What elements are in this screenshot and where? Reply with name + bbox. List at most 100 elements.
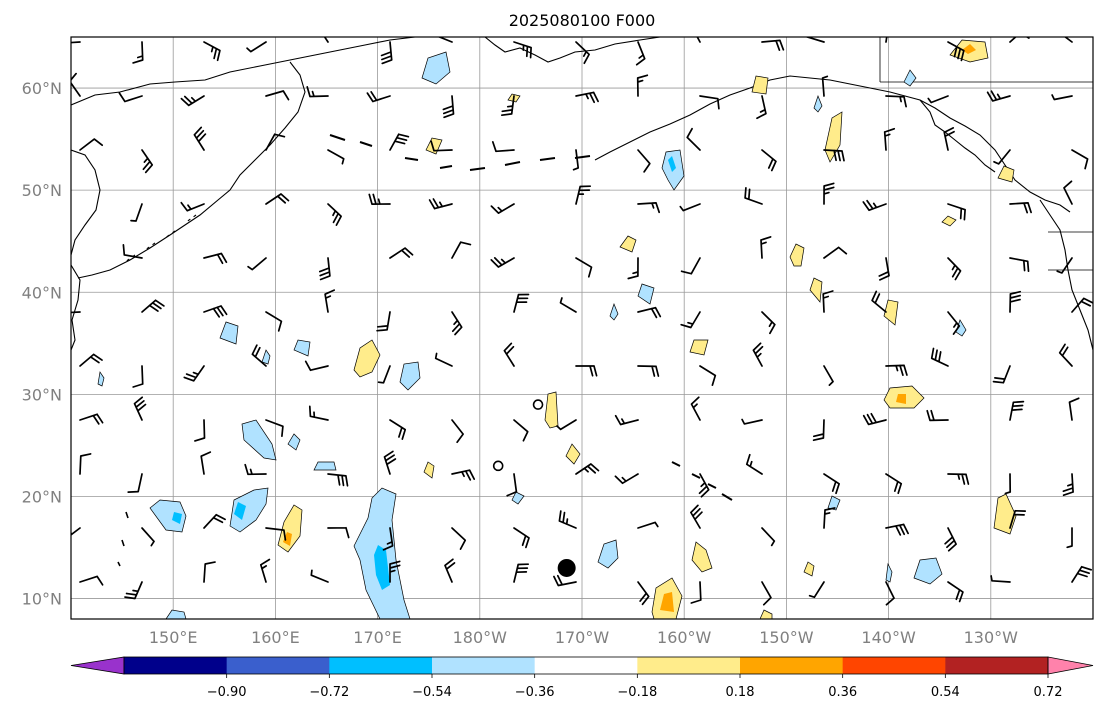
border-alaska-canada: [879, 37, 1093, 83]
wind-barb: [437, 37, 453, 43]
colorbar-tick-label: 0.36: [828, 685, 857, 700]
latitude-label: 60°N: [22, 79, 62, 98]
negative-anomaly: [597, 539, 619, 569]
latitude-label: 10°N: [22, 590, 62, 609]
wind-barb: [133, 396, 147, 421]
wind-barb: [947, 203, 966, 221]
positive-anomaly: [896, 394, 906, 404]
wind-barb: [382, 527, 394, 551]
negative-anomaly: [313, 461, 337, 471]
wind-barb: [1062, 473, 1074, 497]
negative-anomaly: [234, 502, 246, 520]
wind-barb: [637, 149, 651, 173]
wind-barb: [761, 311, 776, 335]
wind-barb: [203, 513, 226, 529]
colorbar-segment: [534, 657, 638, 674]
wind-barb: [79, 353, 103, 367]
negative-anomaly: [637, 283, 655, 305]
wind-barb: [79, 453, 92, 475]
wind-barb: [490, 203, 515, 214]
wind-barb: [324, 289, 336, 313]
wind-barb: [265, 527, 287, 541]
wind-barb: [71, 527, 81, 536]
coastlines: [71, 37, 1093, 567]
wind-barb: [553, 574, 577, 587]
latitude-label: 50°N: [22, 181, 62, 200]
wind-barb: [451, 419, 464, 444]
wind-barb: [327, 473, 349, 487]
negative-anomaly: [261, 349, 271, 365]
wind-barb: [377, 365, 391, 384]
wind-barb: [636, 74, 649, 97]
wind-barb: [744, 187, 763, 205]
positive-anomaly: [691, 541, 713, 573]
wind-barb: [71, 311, 81, 314]
wind-barb: [862, 412, 887, 426]
negative-anomaly: [827, 495, 841, 511]
wind-barb: [699, 365, 717, 386]
border-us-canada: [1048, 231, 1093, 271]
wind-barb: [265, 133, 286, 151]
wind-barb: [308, 405, 329, 421]
colorbar-segment: [637, 657, 741, 674]
positive-anomaly: [883, 299, 899, 326]
positive-anomaly: [789, 243, 805, 267]
wind-barb: [885, 95, 907, 108]
coastline-kamchatka: [77, 61, 306, 279]
wind-barb: [680, 257, 701, 275]
positive-anomaly: [423, 461, 435, 479]
negative-anomaly: [885, 562, 893, 583]
wind-barb: [265, 193, 290, 205]
wind-barb: [203, 305, 228, 318]
wind-barb: [990, 575, 1011, 583]
wind-barb: [118, 92, 143, 103]
wind-barb: [203, 41, 221, 62]
wind-barb: [244, 463, 267, 476]
wind-barb: [930, 347, 949, 367]
wind-barb: [947, 257, 962, 281]
longitude-label: 160°W: [657, 628, 712, 647]
wind-barb: [513, 527, 530, 549]
wind-barb: [79, 575, 104, 586]
wind-barb: [1051, 94, 1073, 101]
wind-barb: [637, 365, 660, 377]
positive-anomaly: [759, 609, 773, 619]
wind-barb: [993, 149, 1011, 165]
wind-barb: [132, 365, 144, 388]
wind-barb: [141, 527, 155, 547]
wind-barb: [575, 91, 599, 104]
colorbar-extend-low: [70, 656, 125, 675]
wind-barb: [491, 141, 515, 153]
wind-barb: [366, 91, 391, 103]
wind-barb: [124, 581, 143, 600]
wind-barb: [1004, 473, 1012, 495]
wind-barb: [327, 149, 345, 165]
wind-barb: [752, 342, 764, 367]
wind-barb: [434, 352, 453, 367]
wind-barb: [637, 306, 662, 319]
wind-barb: [444, 558, 456, 583]
colorbar-segment: [842, 657, 946, 674]
wind-barb: [79, 138, 104, 151]
negative-anomaly: [668, 156, 676, 172]
wind-barb: [1066, 527, 1073, 549]
colorbar-tick-label: −0.72: [309, 685, 349, 700]
wind-barb: [203, 561, 216, 583]
colorbar: −0.90 −0.72 −0.54 −0.36 −0.18 0.18 0.36 0.54 0.7…: [70, 656, 1094, 700]
colorbar-tick-label: −0.54: [412, 685, 452, 700]
wind-barb: [1071, 297, 1093, 313]
positive-anomaly: [544, 391, 559, 429]
open-circle-marker: [492, 460, 504, 472]
wind-barb: [823, 182, 835, 205]
positive-anomaly: [997, 165, 1015, 183]
colorbar-tick-label: 0.18: [726, 685, 755, 700]
wind-barb: [122, 244, 143, 259]
wind-barb: [927, 95, 949, 104]
wind-barb: [947, 41, 965, 62]
wind-barb: [451, 469, 476, 481]
map-frame: [70, 36, 1094, 620]
wind-barb: [823, 473, 840, 495]
coastline-alaska-west: [484, 37, 661, 63]
wind-barb: [680, 311, 701, 329]
